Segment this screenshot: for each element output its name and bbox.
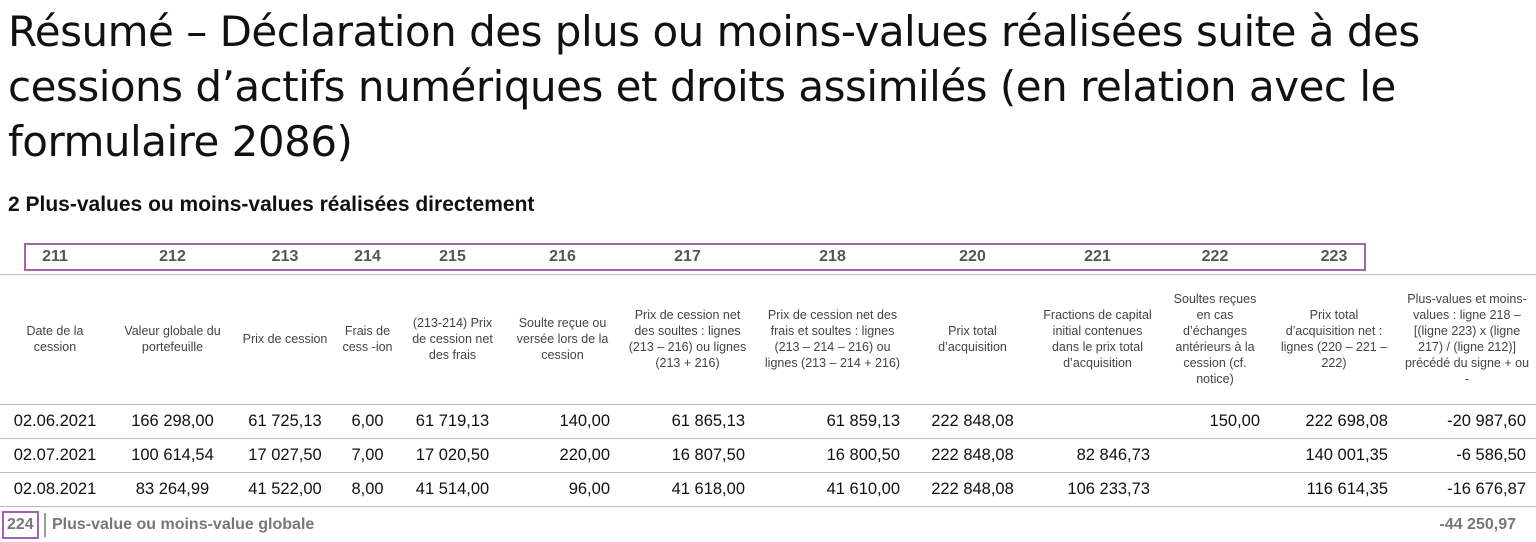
table-cell: 41 618,00 xyxy=(671,479,745,498)
table-cell: -20 987,60 xyxy=(1447,411,1526,430)
table-cell: 100 614,54 xyxy=(131,445,214,464)
table-cell: 222 848,08 xyxy=(931,411,1014,430)
data-row: 02.07.2021 100 614,54 17 027,50 7,00 17 020,… xyxy=(0,438,1536,472)
table-cell: Prix total d’acquisition net : lignes (2… xyxy=(1280,308,1388,370)
row-separator xyxy=(0,472,1536,473)
table-cell: 222 848,08 xyxy=(931,445,1014,464)
table-cell: 7,00 xyxy=(351,445,384,464)
code-row: 211 212 213 214 215 216 217 218 220 221 222 223 xyxy=(0,243,1536,271)
footer-value: -44 250,97 xyxy=(1439,516,1516,533)
table-cell: 8,00 xyxy=(351,479,384,498)
row-separator xyxy=(0,404,1536,405)
table-cell: Soulte reçue ou versée lors de la cessio… xyxy=(516,316,609,362)
header-row: Date de la cession Valeur globale du port… xyxy=(0,275,1536,403)
table-cell: 140 001,35 xyxy=(1305,445,1388,464)
table-cell: Prix de cession net des soultes : lignes… xyxy=(628,308,747,370)
table-cell: 211 xyxy=(42,248,68,265)
table-cell: 212 xyxy=(159,248,186,265)
table-cell: Prix total d’acquisition xyxy=(938,324,1007,354)
table-cell: (213-214) Prix de cession net des frais xyxy=(412,316,493,362)
table-cell: 116 614,35 xyxy=(1306,479,1388,498)
row-separator xyxy=(0,438,1536,439)
table-cell: 214 xyxy=(354,248,381,265)
table-cell: 6,00 xyxy=(351,411,384,430)
page-title: Résumé – Déclaration des plus ou moins-v… xyxy=(8,7,1420,166)
table-cell xyxy=(1160,438,1270,472)
table-cell: 106 233,73 xyxy=(1067,479,1150,498)
table-cell: 96,00 xyxy=(568,479,610,498)
table-cell: 150,00 xyxy=(1209,411,1260,430)
table-cell: 222 848,08 xyxy=(931,479,1014,498)
row-separator xyxy=(0,274,1536,275)
table-cell: 02.06.2021 xyxy=(13,411,97,430)
table-cell: 166 298,00 xyxy=(131,411,214,430)
table-cell: 217 xyxy=(674,248,701,265)
table-cell: Plus-values et moins-values : ligne 218 … xyxy=(1404,292,1530,386)
table-cell: Frais de cess -ion xyxy=(342,324,393,354)
table-cell: 222 698,08 xyxy=(1305,411,1388,430)
table-cell: 220 xyxy=(959,248,986,265)
row-separator xyxy=(0,506,1536,507)
footer-label: Plus-value ou moins-value globale xyxy=(44,513,314,537)
table-cell: 17 020,50 xyxy=(415,445,490,464)
table-cell: 82 846,73 xyxy=(1076,445,1150,464)
table-cell: Prix de cession net des frais et soultes… xyxy=(764,308,901,370)
table-cell: 140,00 xyxy=(559,411,610,430)
code-box xyxy=(24,243,1366,271)
table-cell: 02.08.2021 xyxy=(13,479,97,498)
table-cell: 41 522,00 xyxy=(248,479,322,498)
table-cell: 216 xyxy=(549,248,576,265)
footer-code: 224 xyxy=(2,511,39,539)
table-cell: 221 xyxy=(1084,248,1111,265)
table-cell: 61 865,13 xyxy=(671,411,745,430)
table-cell: 220,00 xyxy=(559,445,610,464)
table-cell: Valeur globale du portefeuille xyxy=(124,324,221,354)
table-cell: 218 xyxy=(819,248,846,265)
table-cell: -16 676,87 xyxy=(1447,479,1526,498)
table-cell: Date de la cession xyxy=(26,324,84,354)
data-row: 02.08.2021 83 264,99 41 522,00 8,00 41 514,0… xyxy=(0,472,1536,506)
table-cell: 16 807,50 xyxy=(671,445,745,464)
table-cell: -6 586,50 xyxy=(1456,445,1526,464)
table-cell: 213 xyxy=(271,248,299,265)
table-cell xyxy=(1160,472,1270,506)
table-cell: 83 264,99 xyxy=(135,479,210,498)
data-row: 02.06.2021 166 298,00 61 725,13 6,00 61 719,… xyxy=(0,404,1536,438)
table-cell xyxy=(1398,243,1536,271)
table-cell: Soultes reçues en cas d’échanges antérie… xyxy=(1173,292,1257,386)
footer-row: 224 Plus-value ou moins-value globale -4… xyxy=(0,505,1536,539)
table-cell: 223 xyxy=(1320,248,1348,265)
table-cell: 41 514,00 xyxy=(415,479,490,498)
table-cell: 17 027,50 xyxy=(248,445,322,464)
section-title: 2 Plus-values ou moins-values réalisées … xyxy=(8,193,535,216)
table-cell: 02.07.2021 xyxy=(13,445,97,464)
table-cell: Prix de cession xyxy=(242,332,328,346)
table-cell: 61 859,13 xyxy=(826,411,900,430)
table-cell: 16 800,50 xyxy=(826,445,900,464)
table-cell: 215 xyxy=(439,248,466,265)
table-cell: 61 725,13 xyxy=(248,411,322,430)
table-cell: 222 xyxy=(1201,248,1229,265)
table-cell xyxy=(1035,404,1160,438)
table-cell: Fractions de capital initial contenues d… xyxy=(1043,308,1152,370)
table-cell: 61 719,13 xyxy=(415,411,490,430)
table-cell: 41 610,00 xyxy=(826,479,900,498)
